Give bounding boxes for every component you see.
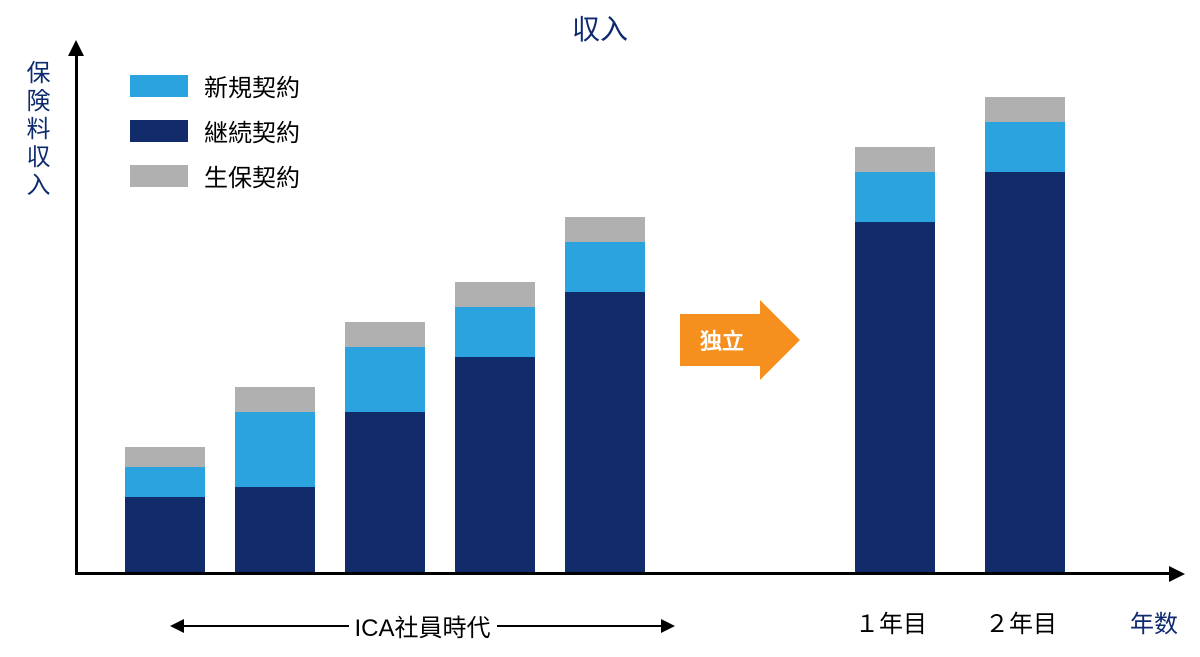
bar-segment-life_insurance <box>235 387 315 412</box>
bar-segment-renewal <box>235 487 315 572</box>
y-axis-label: 保険料収入 <box>18 60 53 200</box>
bar <box>125 447 205 572</box>
x-tick-label: ２年目 <box>985 604 1057 639</box>
range-line <box>497 625 662 627</box>
bar-segment-new_contract <box>855 172 935 222</box>
bar-segment-life_insurance <box>565 217 645 242</box>
legend-item-renewal: 継続契約 <box>130 113 300 148</box>
bar-segment-life_insurance <box>125 447 205 467</box>
bar-segment-new_contract <box>565 242 645 292</box>
bar-segment-renewal <box>985 172 1065 572</box>
range-line <box>184 625 349 627</box>
independence-arrow: 独立 <box>680 300 800 380</box>
bar-segment-new_contract <box>125 467 205 497</box>
x-axis-arrowhead-icon <box>1169 566 1185 582</box>
legend-label: 継続契約 <box>204 113 300 148</box>
bar <box>235 387 315 572</box>
x-axis-line <box>75 572 1175 575</box>
bar-segment-renewal <box>345 412 425 572</box>
bar-segment-renewal <box>455 357 535 572</box>
x-tick-label: １年目 <box>855 604 927 639</box>
chart-title: 収入 <box>572 8 628 48</box>
bar <box>855 147 935 572</box>
x-axis-label: 年数 <box>1130 604 1178 639</box>
bar-segment-new_contract <box>455 307 535 357</box>
legend-item-new_contract: 新規契約 <box>130 68 300 103</box>
legend-label: 生保契約 <box>204 158 300 193</box>
arrow-right-icon <box>661 619 675 633</box>
y-axis-line <box>75 50 78 575</box>
bar-segment-life_insurance <box>985 97 1065 122</box>
legend-swatch <box>130 165 188 187</box>
bar-segment-life_insurance <box>855 147 935 172</box>
legend-label: 新規契約 <box>204 68 300 103</box>
period-marker: ICA社員時代 <box>170 608 675 643</box>
independence-arrow-label: 独立 <box>680 314 760 366</box>
revenue-stacked-bar-chart: 収入 保険料収入 年数 新規契約継続契約生保契約 <box>0 0 1200 657</box>
arrow-right-icon <box>760 300 800 380</box>
bar-segment-new_contract <box>985 122 1065 172</box>
bar-segment-life_insurance <box>345 322 425 347</box>
bar-segment-new_contract <box>235 412 315 487</box>
bar-segment-new_contract <box>345 347 425 412</box>
period-label: ICA社員時代 <box>349 608 497 643</box>
bar-segment-renewal <box>565 292 645 572</box>
legend-swatch <box>130 75 188 97</box>
y-axis-arrowhead-icon <box>68 40 84 56</box>
bar-segment-life_insurance <box>455 282 535 307</box>
arrow-left-icon <box>170 619 184 633</box>
legend: 新規契約継続契約生保契約 <box>130 68 300 203</box>
legend-swatch <box>130 120 188 142</box>
bar <box>455 282 535 572</box>
legend-item-life_insurance: 生保契約 <box>130 158 300 193</box>
bar-segment-renewal <box>125 497 205 572</box>
bar <box>985 97 1065 572</box>
bar <box>345 322 425 572</box>
bar <box>565 217 645 572</box>
bar-segment-renewal <box>855 222 935 572</box>
